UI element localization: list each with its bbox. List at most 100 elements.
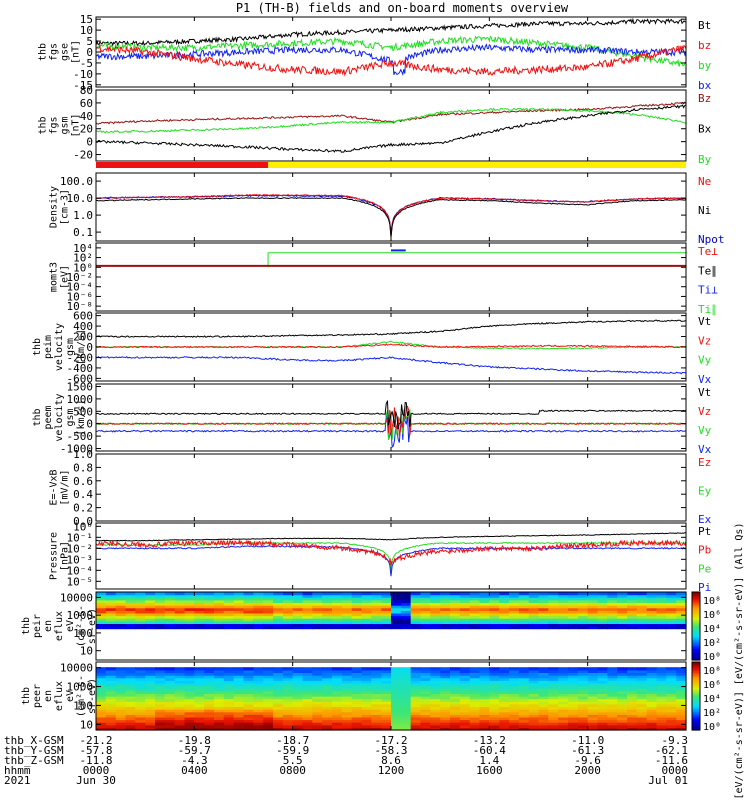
spectrogram-cell [528,685,540,689]
spectrogram-cell [440,690,451,694]
spectrogram-cell [440,612,451,617]
spectrogram-cell [361,607,372,611]
spectrogram-cell [145,716,156,721]
spectrogram-cell [322,597,333,601]
spectrogram-cell [509,592,520,596]
spectrogram-cell [607,727,618,731]
spectrogram-cell [400,682,412,687]
spectrogram-cell [528,602,540,606]
spectrogram-cell [105,727,117,731]
spectrogram-cell [587,607,599,611]
spectrogram-cell [145,618,156,622]
spectrogram-cell [391,620,402,624]
spectrogram-cell [174,722,186,726]
spectrogram-cell [656,722,667,726]
spectrogram-cell [636,706,648,710]
spectrogram-cell [282,701,294,705]
spectrogram-cell [538,680,549,684]
spectrogram-cell [577,693,589,697]
spectrogram-cell [155,675,166,679]
spectrogram-cell [381,615,392,619]
spectrogram-cell [243,724,254,728]
spectrogram-cell [479,682,490,687]
spectrogram-cell [361,677,372,681]
spectrogram-cell [341,667,353,671]
spectrogram-cell [105,714,117,718]
spectrogram-cell [469,693,481,697]
spectrogram-cell [518,602,530,606]
spectrogram-cell [676,714,687,718]
spectrogram-cell [204,693,215,697]
spectrogram-cell [459,612,471,617]
spectrogram-cell [518,714,530,718]
spectrogram-cell [607,722,618,726]
spectrogram-cell [322,620,333,624]
spectrogram-cell [145,693,156,697]
spectrogram-cell [627,724,638,728]
spectrogram-cell [656,719,667,723]
spectrogram-cell [646,669,658,673]
spectrogram-cell [174,607,186,611]
y-tick-label: -15 [73,79,93,92]
spectrogram-cell [636,669,648,673]
spectrogram-cell [558,677,569,681]
spectrogram-cell [223,719,235,723]
spectrogram-cell [587,701,599,705]
spectrogram-cell [96,688,107,692]
spectrogram-cell [312,709,323,713]
spectrogram-cell [253,711,264,715]
spectrogram-cell [676,602,687,606]
spectrogram-cell [391,714,402,718]
spectrogram-cell [312,602,323,606]
spectrogram-cell [125,610,136,614]
spectrogram-cell [558,706,569,710]
spectrogram-cell [430,688,441,692]
spectrogram-cell [263,672,274,676]
spectrogram-cell [568,696,579,700]
spectrogram-cell [646,672,658,676]
spectrogram-cell [96,727,107,731]
spectrogram-cell [420,672,431,676]
spectrogram-cell [115,602,127,606]
spectrogram-cell [115,677,127,681]
spectrogram-cell [214,620,225,624]
spectrogram-cell [184,667,195,671]
spectrogram-cell [558,592,569,596]
spectrogram-cell [597,592,608,596]
spectrogram-cell [499,620,510,624]
spectrogram-cell [607,693,618,697]
spectrogram-cell [607,626,618,630]
spectrogram-cell [636,675,648,679]
spectrogram-cell [577,605,589,609]
spectrogram-cell [479,623,490,627]
spectrogram-cell [292,620,304,624]
spectrogram-cell [322,626,333,630]
spectrogram-cell [115,680,127,684]
spectrogram-cell [440,667,451,671]
spectrogram-cell [135,618,146,622]
spectrogram-cell [636,688,648,692]
spectrogram-cell [174,623,186,627]
spectrogram-cell [96,669,107,673]
spectrogram-cell [233,711,245,715]
y-tick-label: 80 [80,84,93,97]
spectrogram-cell [440,724,451,728]
x-axis-value: -62.1 [655,744,688,757]
spectrogram-cell [214,669,225,673]
spectrogram-cell [489,672,500,676]
spectrogram-cell [184,669,195,673]
spectrogram-cell [410,716,422,721]
spectrogram-cell [253,626,264,630]
spectrogram-cell [273,667,284,671]
spectrogram-cell [312,682,323,687]
spectrogram-cell [243,698,254,702]
spectrogram-cell [558,602,569,606]
spectrogram-cell [184,724,195,728]
spectrogram-cell [617,602,628,606]
colorbar-segment [692,728,700,731]
spectrogram-cell [381,716,392,721]
colorbar-segment [692,663,700,666]
spectrogram-cell [253,696,264,700]
spectrogram-cell [243,696,254,700]
spectrogram-cell [322,698,333,702]
